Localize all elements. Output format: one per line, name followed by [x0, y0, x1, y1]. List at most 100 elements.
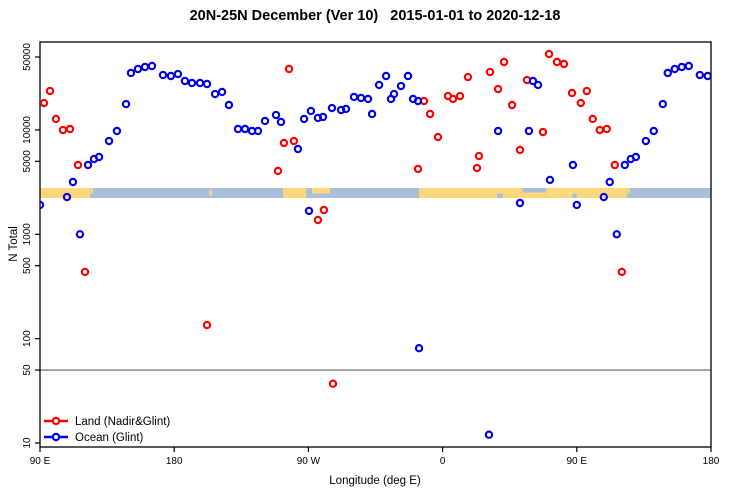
- x-tick-label: 180: [703, 456, 720, 467]
- map-band-land-red-sea-coast: [497, 188, 503, 194]
- land-point: [51, 114, 61, 124]
- ocean-point: [68, 177, 78, 187]
- ocean-point: [414, 343, 424, 353]
- x-tick-label: 180: [166, 456, 183, 467]
- y-tick-label: 50: [22, 364, 33, 376]
- ocean-point: [524, 126, 534, 136]
- land-point: [65, 124, 75, 134]
- land-point: [474, 151, 484, 161]
- land-point: [610, 160, 620, 170]
- land-point: [45, 86, 55, 96]
- ocean-point: [599, 192, 608, 202]
- map-band-land-oman-arabian-sea: [522, 192, 547, 198]
- land-point: [617, 267, 627, 277]
- data-points: [40, 49, 711, 439]
- land-point: [463, 72, 473, 82]
- ocean-point: [75, 230, 85, 239]
- ocean-point: [40, 200, 45, 210]
- land-point: [472, 163, 482, 173]
- y-tick-label: 5000: [22, 150, 33, 173]
- land-point: [413, 164, 423, 174]
- ocean-point: [133, 64, 143, 74]
- map-band-land-south-east-asia: [40, 188, 90, 198]
- land-point: [279, 138, 289, 148]
- ocean-point: [121, 99, 131, 109]
- ocean-point: [62, 192, 72, 202]
- ocean-point: [515, 198, 525, 208]
- y-tick-label: 500: [22, 257, 33, 274]
- ocean-point: [299, 114, 309, 124]
- land-point: [493, 84, 503, 94]
- land-point: [595, 125, 604, 135]
- ocean-point: [484, 430, 494, 439]
- land-point: [40, 98, 49, 108]
- ocean-point: [210, 89, 220, 99]
- land-point: [202, 320, 212, 330]
- ocean-point: [403, 71, 413, 81]
- ocean-point: [327, 103, 337, 113]
- x-tick-label: 90 E: [567, 456, 588, 467]
- ocean-point: [293, 144, 303, 154]
- y-tick-label: 10000: [22, 116, 33, 144]
- land-point: [559, 59, 569, 69]
- land-point: [588, 114, 597, 124]
- map-band-land-arabia: [502, 188, 523, 198]
- legend-label: Land (Nadir&Glint): [75, 416, 170, 428]
- map-band-land-mexico: [283, 188, 307, 198]
- land-point: [552, 57, 562, 67]
- legend-circle-symbol: [51, 432, 61, 442]
- legend: Land (Nadir&Glint) Ocean (Glint): [44, 416, 170, 444]
- land-point: [319, 205, 329, 215]
- ocean-point: [363, 94, 373, 104]
- y-tick-label: 100: [22, 330, 33, 347]
- land-point: [58, 125, 68, 135]
- ocean-point: [166, 71, 176, 81]
- land-point: [433, 132, 443, 142]
- ocean-point: [341, 104, 351, 114]
- ocean-point: [253, 126, 263, 136]
- land-point: [602, 124, 611, 134]
- land-point: [313, 215, 323, 225]
- ocean-point: [533, 80, 543, 90]
- ocean-point: [104, 136, 114, 146]
- ocean-point: [663, 68, 672, 78]
- ocean-point: [389, 89, 399, 99]
- map-band-land-taiwan: [90, 188, 94, 194]
- land-point: [576, 98, 586, 108]
- land-point: [448, 94, 458, 104]
- land-point: [538, 127, 548, 137]
- land-point: [544, 49, 554, 59]
- ocean-point: [217, 87, 227, 97]
- ocean-point: [83, 160, 93, 170]
- y-tick-label: 50000: [22, 43, 33, 71]
- ocean-point: [631, 152, 641, 162]
- ocean-point: [233, 124, 243, 134]
- land-point: [80, 267, 90, 277]
- legend-label: Ocean (Glint): [75, 432, 144, 444]
- land-point: [73, 160, 83, 170]
- land-point: [289, 136, 299, 146]
- ocean-point: [260, 116, 270, 126]
- land-point: [284, 64, 294, 74]
- map-band-land-taiwan: [627, 188, 630, 194]
- ocean-point: [147, 61, 157, 71]
- map-band-land-north-africa-sahara: [419, 188, 498, 198]
- ocean-point: [112, 126, 122, 136]
- page-title: 20N-25N December (Ver 10) 2015-01-01 to …: [189, 8, 561, 24]
- ocean-point: [568, 160, 578, 170]
- ocean-point: [493, 126, 503, 136]
- ocean-point: [367, 109, 377, 119]
- ocean-point: [374, 80, 384, 90]
- ocean-point: [703, 71, 711, 81]
- ocean-point: [202, 79, 212, 89]
- x-tick-label: 0: [440, 456, 446, 467]
- map-band-land-hawaii: [209, 190, 212, 196]
- ocean-point: [528, 76, 538, 86]
- y-tick-label: 1000: [22, 223, 33, 246]
- land-point: [499, 57, 509, 67]
- map-band-land-south-east-asia: [576, 188, 627, 198]
- ocean-point: [173, 69, 183, 79]
- land-point: [455, 91, 465, 101]
- ocean-point: [158, 70, 168, 80]
- plot-frame: [39, 41, 712, 448]
